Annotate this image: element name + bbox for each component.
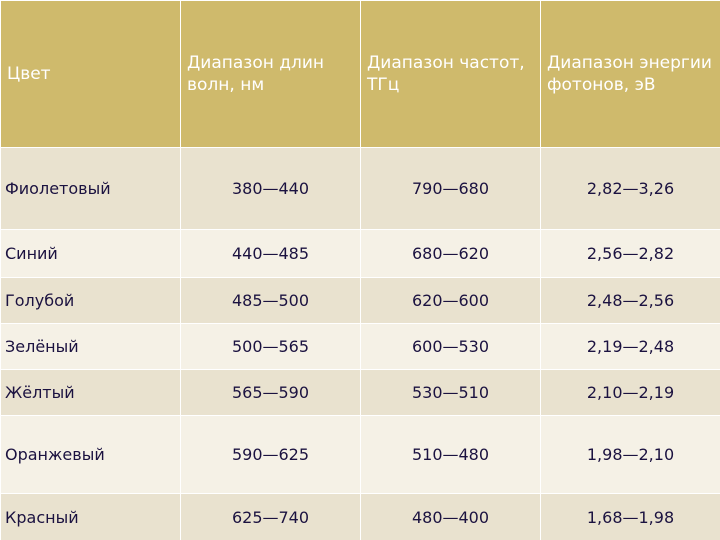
cell-energy: 2,56—2,82: [540, 229, 720, 278]
cell-wavelength: 500—565: [180, 323, 361, 370]
cell-frequency: 480—400: [360, 493, 541, 540]
cell-energy: 1,98—2,10: [540, 415, 720, 494]
header-row: Цвет Диапазон длин волн, нм Диапазон час…: [0, 0, 720, 148]
cell-wavelength: 380—440: [180, 147, 361, 230]
table-header: Цвет Диапазон длин волн, нм Диапазон час…: [0, 0, 720, 148]
cell-energy: 2,10—2,19: [540, 369, 720, 416]
cell-color: Голубой: [0, 277, 181, 324]
cell-wavelength: 565—590: [180, 369, 361, 416]
cell-frequency: 680—620: [360, 229, 541, 278]
cell-frequency: 790—680: [360, 147, 541, 230]
cell-wavelength: 485—500: [180, 277, 361, 324]
header-frequency: Диапазон частот, ТГц: [360, 0, 541, 148]
header-color: Цвет: [0, 0, 181, 148]
cell-wavelength: 625—740: [180, 493, 361, 540]
table-row: Зелёный 500—565 600—530 2,19—2,48: [0, 323, 720, 370]
cell-color: Синий: [0, 229, 181, 278]
cell-frequency: 510—480: [360, 415, 541, 494]
cell-frequency: 530—510: [360, 369, 541, 416]
cell-wavelength: 590—625: [180, 415, 361, 494]
cell-color: Зелёный: [0, 323, 181, 370]
table-row: Оранжевый 590—625 510—480 1,98—2,10: [0, 415, 720, 494]
header-energy: Диапазон энергии фотонов, эВ: [540, 0, 720, 148]
table-row: Синий 440—485 680—620 2,56—2,82: [0, 229, 720, 278]
table-row: Жёлтый 565—590 530—510 2,10—2,19: [0, 369, 720, 416]
cell-frequency: 600—530: [360, 323, 541, 370]
table-row: Фиолетовый 380—440 790—680 2,82—3,26: [0, 147, 720, 230]
table-row: Голубой 485—500 620—600 2,48—2,56: [0, 277, 720, 324]
cell-color: Красный: [0, 493, 181, 540]
cell-wavelength: 440—485: [180, 229, 361, 278]
cell-color: Оранжевый: [0, 415, 181, 494]
cell-energy: 1,68—1,98: [540, 493, 720, 540]
table-body: Фиолетовый 380—440 790—680 2,82—3,26 Син…: [0, 147, 720, 540]
cell-energy: 2,82—3,26: [540, 147, 720, 230]
cell-frequency: 620—600: [360, 277, 541, 324]
header-wavelength: Диапазон длин волн, нм: [180, 0, 361, 148]
cell-energy: 2,48—2,56: [540, 277, 720, 324]
table-row: Красный 625—740 480—400 1,68—1,98: [0, 493, 720, 540]
cell-energy: 2,19—2,48: [540, 323, 720, 370]
cell-color: Фиолетовый: [0, 147, 181, 230]
cell-color: Жёлтый: [0, 369, 181, 416]
